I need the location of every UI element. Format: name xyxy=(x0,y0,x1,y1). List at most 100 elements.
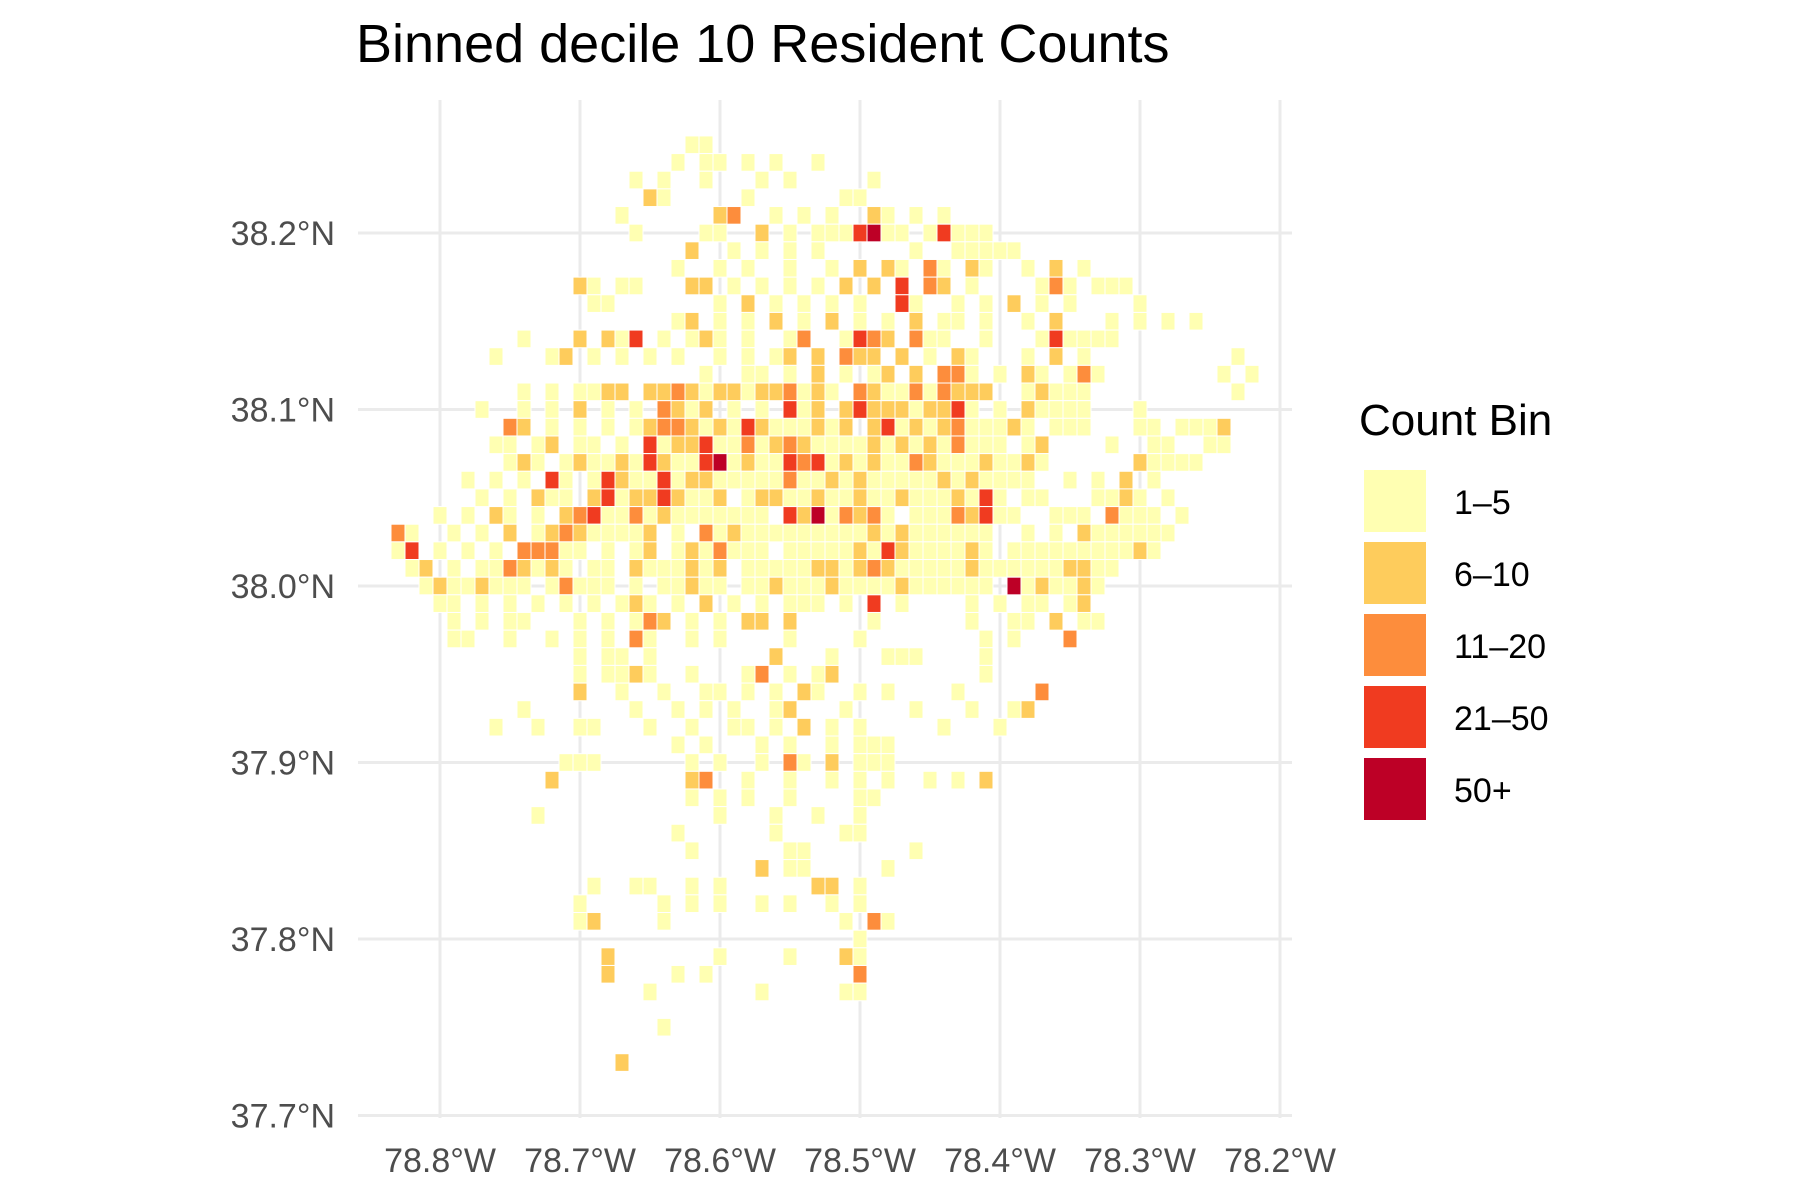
count-bin-cell xyxy=(1188,417,1204,437)
count-bin-cell xyxy=(614,276,630,296)
count-bin-cell xyxy=(908,311,924,331)
count-bin-cell xyxy=(1244,364,1260,384)
count-bin-cell xyxy=(838,364,854,384)
count-bin-cell xyxy=(684,241,700,260)
count-bin-cell xyxy=(852,682,868,702)
count-bin-cell xyxy=(936,523,952,543)
count-bin-cell xyxy=(866,400,882,419)
count-bin-cell xyxy=(838,470,854,490)
count-bin-cell xyxy=(656,1017,672,1037)
count-bin-cell xyxy=(782,594,798,613)
count-bin-cell xyxy=(908,382,924,402)
count-bin-cell xyxy=(740,382,756,402)
count-bin-cell xyxy=(922,541,938,561)
count-bin-cell xyxy=(1146,435,1162,455)
count-bin-cell xyxy=(1062,559,1078,578)
count-bin-cell xyxy=(754,170,770,190)
count-bin-cell xyxy=(502,559,518,578)
count-bin-cell xyxy=(1160,435,1176,455)
count-bin-cell xyxy=(558,523,574,543)
count-bin-cell xyxy=(852,188,868,208)
count-bin-cell xyxy=(684,400,700,419)
count-bin-cell xyxy=(1034,435,1050,455)
count-bin-cell xyxy=(852,894,868,914)
count-bin-cell xyxy=(684,576,700,596)
count-bin-cell xyxy=(1020,559,1036,578)
count-bin-cell xyxy=(824,294,840,313)
count-bin-cell xyxy=(964,364,980,384)
count-bin-cell xyxy=(712,629,728,649)
count-bin-cell xyxy=(768,700,784,719)
count-bin-cell xyxy=(1146,470,1162,490)
count-bin-cell xyxy=(642,664,658,684)
count-bin-cell xyxy=(950,435,966,455)
count-bin-cell xyxy=(628,576,644,596)
count-bin-cell xyxy=(894,453,910,472)
count-bin-cell xyxy=(922,559,938,578)
count-bin-cell xyxy=(838,400,854,419)
count-bin-cell xyxy=(810,435,826,455)
count-bin-cell xyxy=(488,435,504,455)
count-bin-cell xyxy=(754,276,770,296)
count-bin-cell xyxy=(1020,611,1036,631)
count-bin-cell xyxy=(642,629,658,649)
count-bin-cell xyxy=(670,400,686,419)
count-bin-cell xyxy=(698,770,714,790)
count-bin-cell xyxy=(684,453,700,472)
count-bin-cell xyxy=(684,753,700,772)
count-bin-cell xyxy=(516,470,532,490)
count-bin-cell xyxy=(1006,453,1022,472)
count-bin-cell xyxy=(1034,329,1050,349)
count-bin-cell xyxy=(628,506,644,525)
count-bin-cell xyxy=(628,488,644,508)
count-bin-cell xyxy=(782,664,798,684)
count-bin-cell xyxy=(908,841,924,861)
count-bin-cell xyxy=(1118,541,1134,561)
count-bin-cell xyxy=(768,311,784,331)
count-bin-cell xyxy=(544,523,560,543)
count-bin-cell xyxy=(824,541,840,561)
legend-title: Count Bin xyxy=(1359,396,1552,445)
count-bin-cell xyxy=(600,559,616,578)
count-bin-cell xyxy=(1062,576,1078,596)
count-bin-cell xyxy=(810,153,826,172)
count-bin-cell xyxy=(600,294,616,313)
count-bin-cell xyxy=(894,347,910,366)
count-bin-cell xyxy=(418,559,434,578)
count-bin-cell xyxy=(796,470,812,490)
count-bin-cell xyxy=(866,382,882,402)
count-bin-cell xyxy=(726,400,742,419)
count-bin-cell xyxy=(572,753,588,772)
count-bin-cell xyxy=(740,470,756,490)
count-bin-cell xyxy=(908,541,924,561)
count-bin-cell xyxy=(698,329,714,349)
count-bin-cell xyxy=(782,417,798,437)
count-bin-cell xyxy=(768,435,784,455)
count-bin-cell xyxy=(684,382,700,402)
count-bin-cell xyxy=(656,170,672,190)
count-bin-cell xyxy=(474,488,490,508)
count-bin-cell xyxy=(656,912,672,931)
count-bin-cell xyxy=(656,488,672,508)
count-bin-cell xyxy=(950,470,966,490)
count-bin-cell xyxy=(502,629,518,649)
count-bin-cell xyxy=(894,417,910,437)
count-bin-cell xyxy=(670,823,686,843)
count-bin-cell xyxy=(628,470,644,490)
count-bin-cell xyxy=(880,682,896,702)
count-bin-cell xyxy=(796,594,812,613)
count-bin-cell xyxy=(1020,364,1036,384)
count-bin-cell xyxy=(782,241,798,260)
count-bin-cell xyxy=(614,506,630,525)
count-bin-cell xyxy=(1062,541,1078,561)
count-bin-cell xyxy=(1216,417,1232,437)
count-bin-cell xyxy=(1048,311,1064,331)
count-bin-cell xyxy=(852,523,868,543)
count-bin-cell xyxy=(950,400,966,419)
count-bin-cell xyxy=(880,488,896,508)
count-bin-cell xyxy=(1132,453,1148,472)
count-bin-cell xyxy=(712,611,728,631)
count-bin-cell xyxy=(880,329,896,349)
count-bin-cell xyxy=(936,453,952,472)
count-bin-cell xyxy=(964,417,980,437)
